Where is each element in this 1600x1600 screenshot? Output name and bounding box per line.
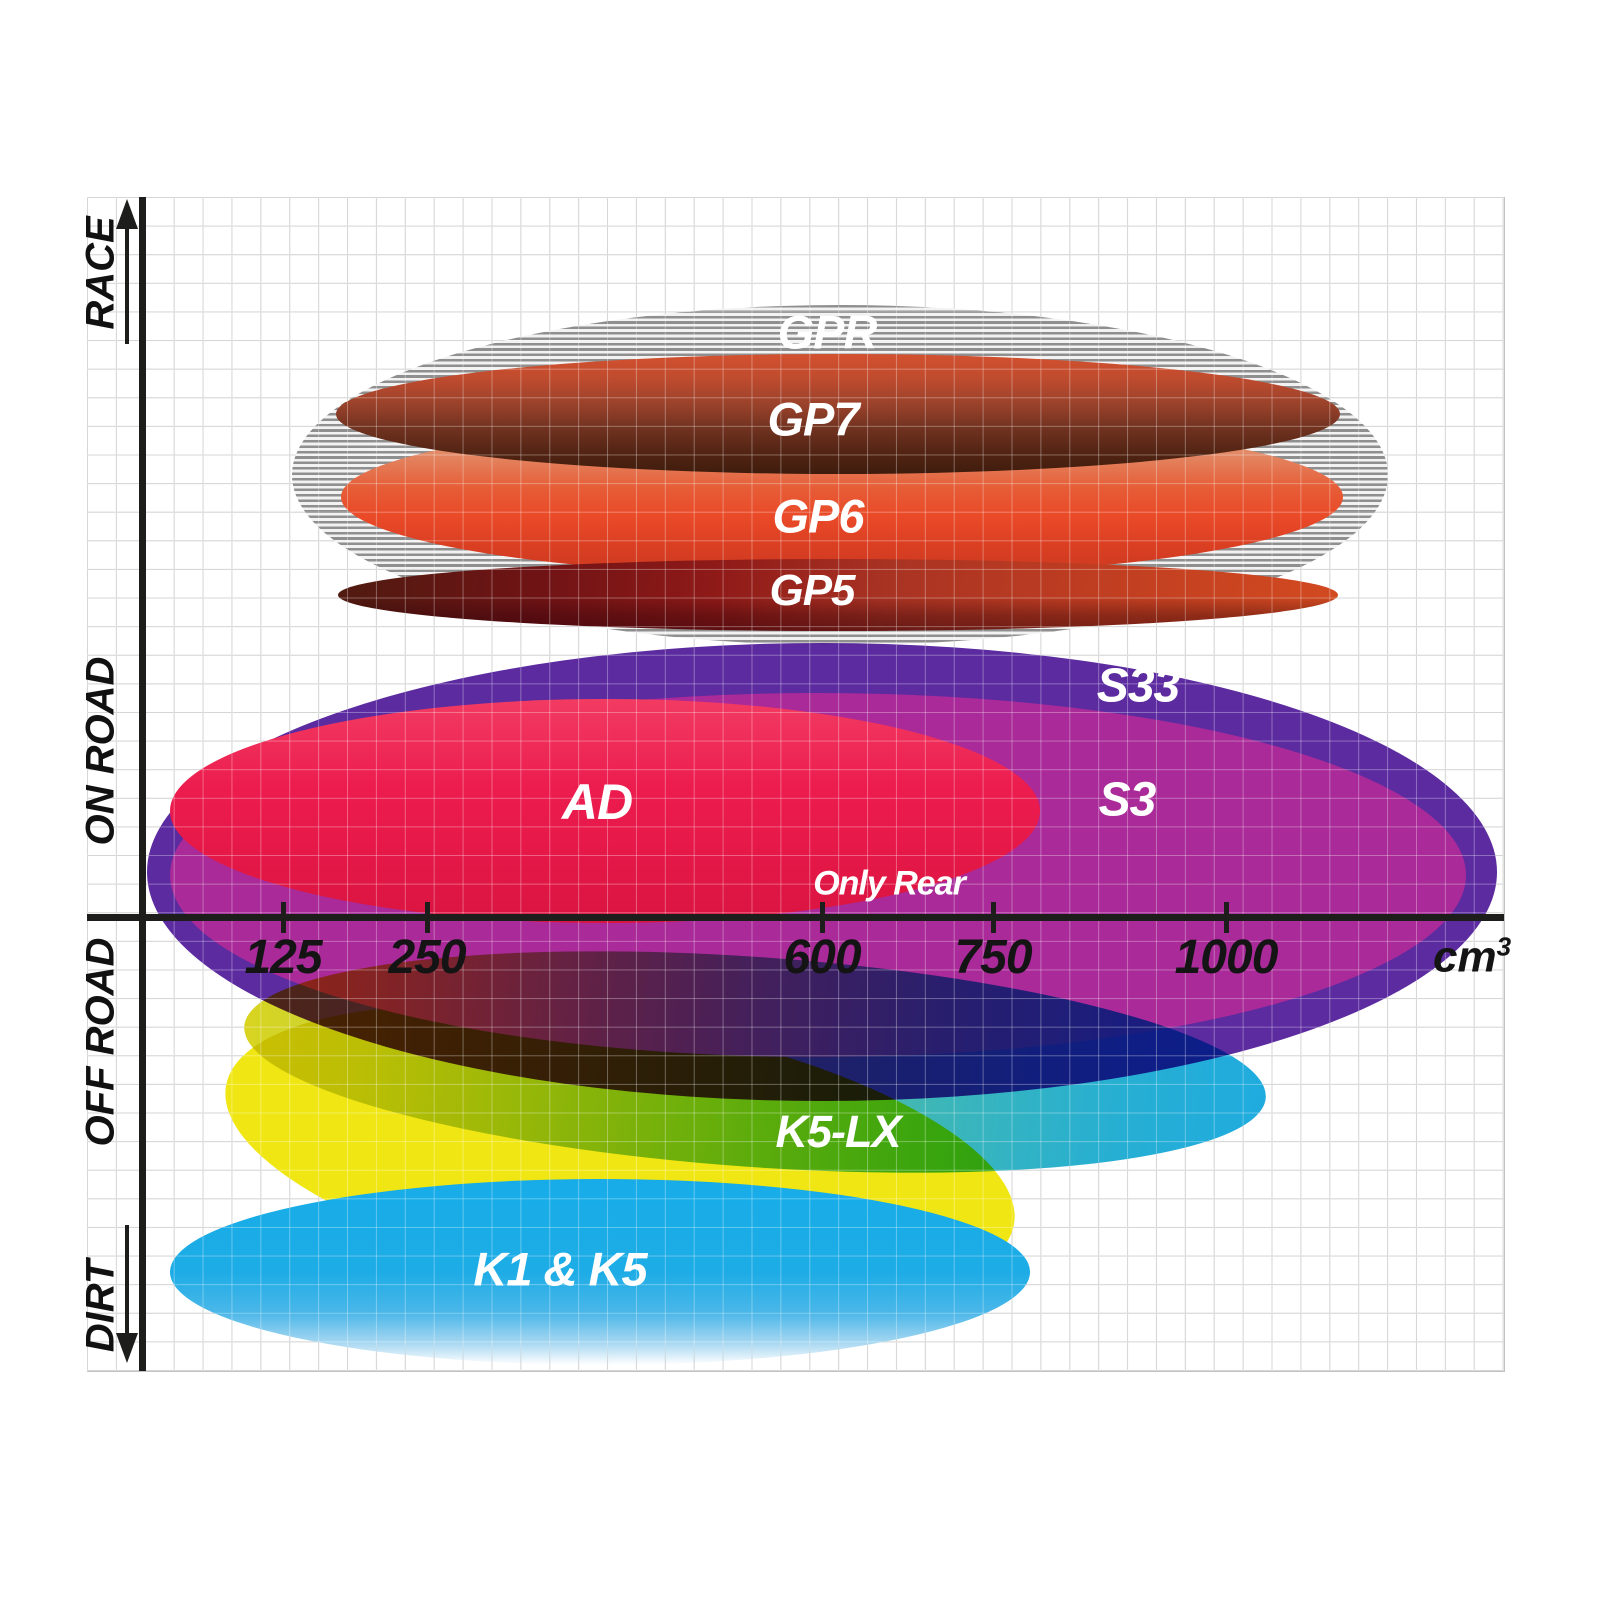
y-category-race: RACE: [78, 216, 123, 330]
x-tick-250: [425, 902, 430, 933]
x-tick-label-125: 125: [244, 931, 322, 984]
label-gpr: GPR: [777, 305, 878, 359]
ellipse-gp5: [338, 559, 1338, 631]
label-k5lx: K5-LX: [775, 1106, 901, 1157]
x-tick-750: [991, 902, 996, 933]
label-gp7: GP7: [767, 392, 859, 446]
x-axis-line: [87, 914, 1504, 921]
x-tick-label-250: 250: [388, 931, 466, 984]
x-tick-125: [281, 902, 286, 933]
ellipse-ad: [170, 699, 1040, 923]
label-gp6: GP6: [772, 489, 864, 543]
x-tick-label-750: 750: [954, 931, 1032, 984]
y-category-on-road: ON ROAD: [78, 656, 123, 846]
x-axis-unit-text: cm: [1432, 932, 1497, 982]
y-category-dirt: DIRT: [78, 1259, 123, 1353]
x-tick-1000: [1224, 902, 1229, 933]
x-tick-label-600: 600: [783, 931, 861, 984]
y-category-off-road: OFF ROAD: [78, 937, 123, 1147]
y-axis-line: [139, 197, 146, 1371]
label-s3: S3: [1098, 773, 1157, 827]
race-direction-arrow-icon: [116, 199, 138, 229]
label-gp5: GP5: [769, 566, 855, 615]
x-axis-unit-superscript: 3: [1496, 931, 1512, 962]
x-tick-label-1000: 1000: [1174, 931, 1279, 984]
label-k1k5: K1 & K5: [473, 1242, 647, 1296]
x-tick-600: [820, 902, 825, 933]
ellipse-gp7: [336, 354, 1340, 474]
label-ad: AD: [561, 774, 633, 830]
label-s33: S33: [1096, 659, 1180, 713]
dirt-direction-arrow-icon: [116, 1333, 138, 1363]
annotation-only-rear: Only Rear: [813, 864, 966, 903]
race-direction-arrow-shaft: [125, 226, 129, 344]
ellipse-k1k5: [170, 1179, 1030, 1365]
x-axis-unit-label: cm3: [1433, 932, 1511, 983]
dirt-direction-arrow-shaft: [125, 1225, 129, 1335]
